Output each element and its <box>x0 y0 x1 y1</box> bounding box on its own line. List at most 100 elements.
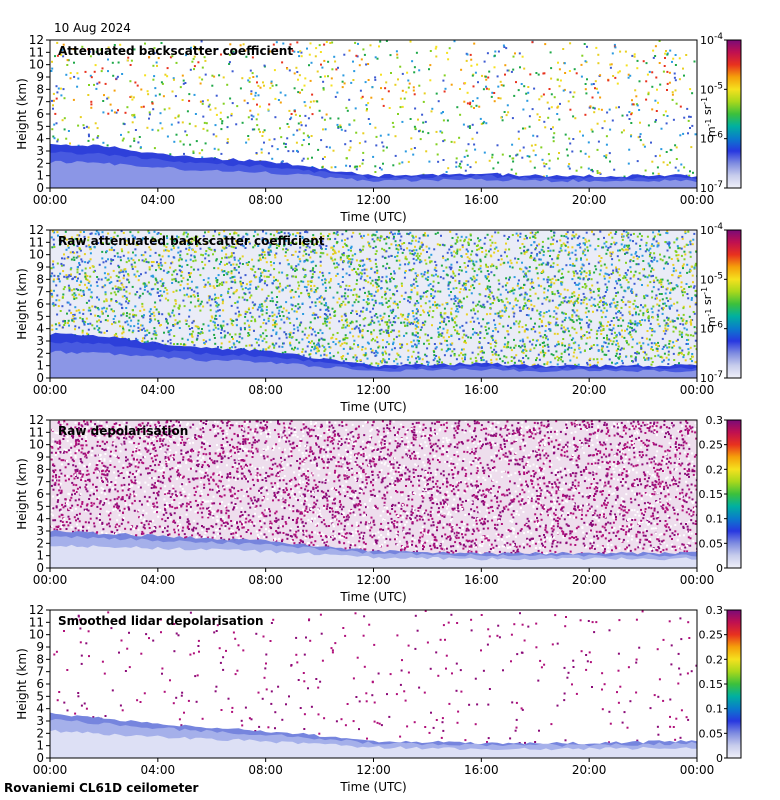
y-axis-label: Height (km) <box>15 648 29 719</box>
y-tick-label: 4 <box>36 512 44 526</box>
x-tick-label: 12:00 <box>356 193 391 207</box>
x-tick-label: 00:00 <box>33 383 68 397</box>
colorbar-tick-label: 0 <box>716 752 723 765</box>
y-tick-label: 4 <box>36 322 44 336</box>
x-tick-label: 00:00 <box>680 193 715 207</box>
y-tick-label: 7 <box>36 475 44 489</box>
colorbar-tick-label: 10-7 <box>700 180 723 195</box>
colorbar-tick-label: 0.2 <box>706 653 724 666</box>
y-axis-label: Height (km) <box>15 268 29 339</box>
colorbar-tick-label: 0.1 <box>706 703 724 716</box>
panel-2: Raw attenuated backscatter coefficient01… <box>15 222 742 414</box>
colorbar-tick-label: 10-4 <box>700 32 723 47</box>
y-tick-label: 8 <box>36 462 44 476</box>
colorbar-tick-label: 0.25 <box>699 629 724 642</box>
x-tick-label: 20:00 <box>572 763 607 777</box>
x-tick-label: 00:00 <box>33 763 68 777</box>
y-tick-label: 10 <box>29 438 44 452</box>
x-axis-label: Time (UTC) <box>339 780 406 794</box>
x-tick-label: 20:00 <box>572 193 607 207</box>
y-tick-label: 3 <box>36 714 44 728</box>
y-tick-label: 11 <box>29 615 44 629</box>
y-axis-label: Height (km) <box>15 458 29 529</box>
x-tick-label: 16:00 <box>464 573 499 587</box>
colorbar-tick-label: 0.15 <box>699 488 724 501</box>
y-tick-label: 8 <box>36 652 44 666</box>
y-tick-label: 5 <box>36 309 44 323</box>
panel-title: Raw depolarisation <box>58 424 188 438</box>
colorbar-tick-label: 0.05 <box>699 727 724 740</box>
x-tick-label: 04:00 <box>141 573 176 587</box>
y-tick-label: 10 <box>29 58 44 72</box>
x-axis-label: Time (UTC) <box>339 400 406 414</box>
y-tick-label: 3 <box>36 334 44 348</box>
y-tick-label: 1 <box>36 549 44 563</box>
y-tick-label: 4 <box>36 132 44 146</box>
y-tick-label: 2 <box>36 346 44 360</box>
y-tick-label: 2 <box>36 536 44 550</box>
panel-title: Smoothed lidar depolarisation <box>58 614 264 628</box>
colorbar-tick-label: 0.3 <box>706 414 724 427</box>
y-tick-label: 6 <box>36 297 44 311</box>
colorbar: 0.3 0.25 0.2 0.15 0.1 0.05 0 <box>699 604 742 765</box>
colorbar-units: m-1 sr-1 <box>700 287 718 327</box>
x-tick-label: 08:00 <box>248 763 283 777</box>
date-label: 10 Aug 2024 <box>54 21 131 35</box>
x-tick-label: 08:00 <box>248 573 283 587</box>
y-tick-label: 1 <box>36 169 44 183</box>
y-tick-label: 0 <box>36 181 44 195</box>
colorbar-tick-label: 10-5 <box>700 81 723 96</box>
x-tick-label: 00:00 <box>680 383 715 397</box>
colorbar-tick-label: 0.1 <box>706 513 724 526</box>
footer-label: Rovaniemi CL61D ceilometer <box>4 781 199 795</box>
x-tick-label: 16:00 <box>464 383 499 397</box>
x-tick-label: 12:00 <box>356 763 391 777</box>
y-tick-label: 9 <box>36 70 44 84</box>
y-tick-label: 5 <box>36 119 44 133</box>
y-tick-label: 9 <box>36 260 44 274</box>
colorbar: 10-4 10-5 10-6 10-7 m-1 sr-1 <box>700 32 742 195</box>
y-tick-label: 12 <box>29 223 44 237</box>
colorbar-tick-label: 10-7 <box>700 370 723 385</box>
y-tick-label: 12 <box>29 33 44 47</box>
heatmap-field <box>50 40 697 188</box>
y-tick-label: 5 <box>36 499 44 513</box>
y-tick-label: 9 <box>36 640 44 654</box>
colorbar-tick-label: 10-5 <box>700 271 723 286</box>
panel-4: Smoothed lidar depolarisation01234567891… <box>15 603 742 794</box>
y-tick-label: 3 <box>36 524 44 538</box>
x-tick-label: 20:00 <box>572 383 607 397</box>
colorbar-tick-label: 10-4 <box>700 222 723 237</box>
y-tick-label: 10 <box>29 628 44 642</box>
y-tick-label: 4 <box>36 702 44 716</box>
y-tick-label: 0 <box>36 751 44 765</box>
y-tick-label: 1 <box>36 739 44 753</box>
colorbar-tick-label: 0.25 <box>699 439 724 452</box>
y-tick-label: 6 <box>36 677 44 691</box>
y-tick-label: 7 <box>36 285 44 299</box>
x-tick-label: 04:00 <box>141 383 176 397</box>
y-tick-label: 0 <box>36 561 44 575</box>
colorbar: 10-4 10-5 10-6 10-7 m-1 sr-1 <box>700 222 742 385</box>
y-tick-label: 8 <box>36 82 44 96</box>
x-tick-label: 12:00 <box>356 573 391 587</box>
colorbar-tick-label: 0.15 <box>699 678 724 691</box>
y-tick-label: 12 <box>29 413 44 427</box>
y-tick-label: 12 <box>29 603 44 617</box>
x-tick-label: 16:00 <box>464 763 499 777</box>
heatmap-field <box>50 610 697 758</box>
x-tick-label: 00:00 <box>33 193 68 207</box>
y-tick-label: 0 <box>36 371 44 385</box>
colorbar-tick-label: 10-6 <box>700 321 723 336</box>
x-tick-label: 04:00 <box>141 193 176 207</box>
x-tick-label: 00:00 <box>33 573 68 587</box>
x-tick-label: 00:00 <box>680 573 715 587</box>
x-tick-label: 00:00 <box>680 763 715 777</box>
heatmap-field <box>50 420 697 568</box>
colorbar: 0.3 0.25 0.2 0.15 0.1 0.05 0 <box>699 414 742 575</box>
y-tick-label: 1 <box>36 359 44 373</box>
x-tick-label: 08:00 <box>248 193 283 207</box>
x-tick-label: 12:00 <box>356 383 391 397</box>
